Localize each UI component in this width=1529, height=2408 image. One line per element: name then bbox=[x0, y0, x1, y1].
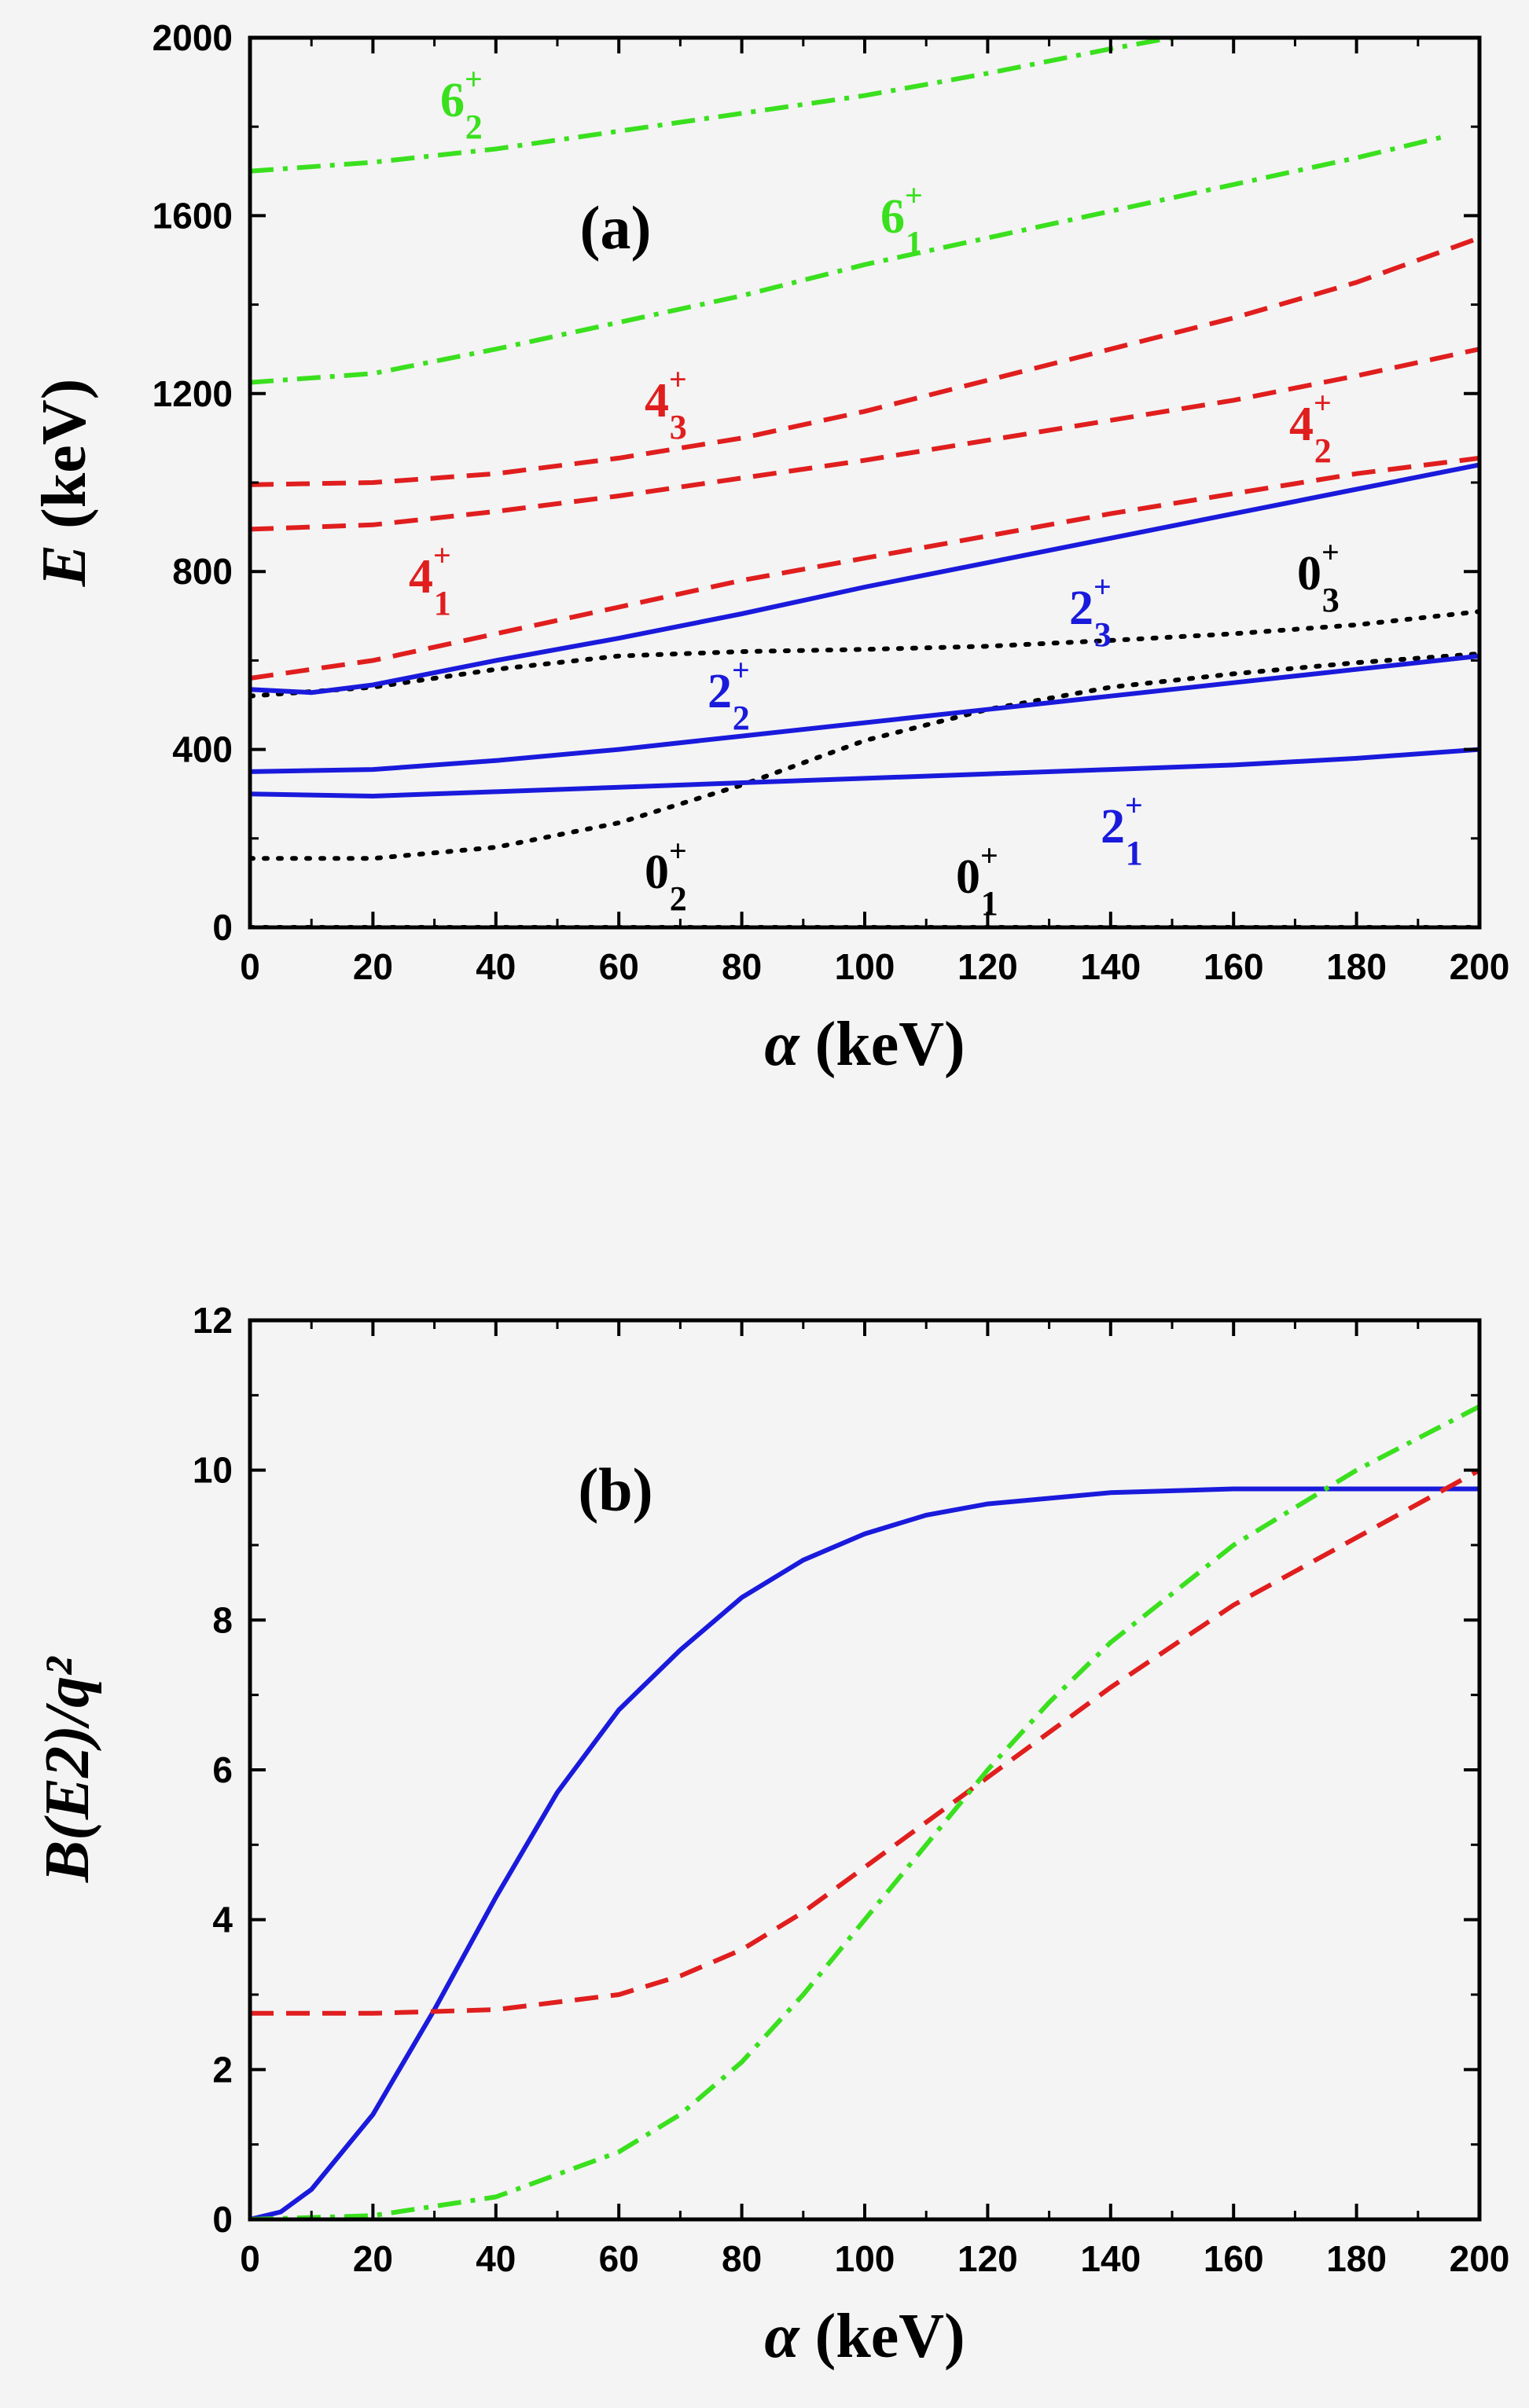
state-label-0-3: 0+ 3 bbox=[1297, 534, 1340, 619]
panel-b-ticks: 0 20 40 60 80 100 120 140 160 180 200 0 2 4 6 8 10 12 bbox=[193, 1300, 1510, 2279]
panel-a-series-6-2-- bbox=[250, 38, 1173, 174]
panel-b-series-3 bbox=[250, 1404, 1479, 2219]
panel-a-tag: (a) bbox=[580, 193, 652, 262]
x-tick-label: 0 bbox=[240, 2238, 260, 2279]
panel-b-plot-frame bbox=[248, 1318, 1482, 2222]
y-tick-label: 10 bbox=[193, 1450, 233, 1491]
x-tick-label: 200 bbox=[1450, 946, 1510, 987]
y-tick-label: 400 bbox=[172, 729, 233, 770]
panel-a-series-4-2-- bbox=[250, 347, 1479, 532]
y-tick-label: 1600 bbox=[153, 195, 233, 236]
state-label-0-2: 0+ 2 bbox=[645, 833, 687, 918]
panel-b-series-1 bbox=[250, 1486, 1479, 2219]
y-tick-label: 2 bbox=[212, 2049, 233, 2090]
state-label-4-1: 4+ 1 bbox=[409, 538, 451, 622]
x-tick-label: 180 bbox=[1326, 2238, 1387, 2279]
y-tick-label: 8 bbox=[212, 1599, 233, 1640]
state-label-2-2: 2+ 2 bbox=[708, 652, 750, 737]
panel-a-state-labels: 0+ 1 0+ 2 0+ 3 2+ 1 2+ 2 2+ 3 4+ 1 4+ 2 4+ 3 6+ 1 6+ 2 bbox=[409, 61, 1340, 923]
y-tick-label: 1200 bbox=[153, 373, 233, 414]
state-label-6-2: 6+ 2 bbox=[440, 61, 483, 146]
y-tick-label: 4 bbox=[212, 1900, 233, 1940]
y-tick-label: 0 bbox=[212, 2199, 233, 2240]
panel-a-series-0-3-- bbox=[250, 609, 1479, 699]
panel-b: 0 20 40 60 80 100 120 140 160 180 200 0 2 4 6 8 10 12 (b)… bbox=[33, 1300, 1509, 2371]
state-label-4-3: 4+ 3 bbox=[645, 362, 687, 446]
panel-b-series-layer bbox=[250, 1404, 1479, 2219]
state-label-0-1: 0+ 1 bbox=[956, 838, 998, 923]
panel-a-series-2-1-- bbox=[250, 747, 1479, 799]
x-tick-label: 180 bbox=[1326, 946, 1387, 987]
x-tick-label: 40 bbox=[476, 946, 516, 987]
panel-a-series-4-1-- bbox=[250, 455, 1479, 681]
panel-a-series-0-2-- bbox=[250, 651, 1479, 861]
x-tick-label: 200 bbox=[1450, 2238, 1510, 2279]
x-tick-label: 20 bbox=[353, 2238, 393, 2279]
panel-a-ticks: 0 20 40 60 80 100 120 140 160 180 2000400800120016… bbox=[153, 17, 1510, 987]
y-tick-label: 2000 bbox=[153, 17, 233, 58]
y-tick-label: 800 bbox=[172, 551, 233, 592]
x-tick-label: 40 bbox=[476, 2238, 516, 2279]
panel-a-series-layer bbox=[250, 38, 1479, 927]
x-tick-label: 140 bbox=[1080, 946, 1141, 987]
x-tick-label: 120 bbox=[957, 946, 1018, 987]
panel-b-tag: (b) bbox=[578, 1455, 652, 1524]
panel-a-series-4-3-- bbox=[250, 235, 1479, 487]
state-label-6-1: 6+ 1 bbox=[880, 178, 923, 262]
state-label-4-2: 4+ 2 bbox=[1289, 385, 1332, 470]
x-tick-label: 120 bbox=[957, 2238, 1018, 2279]
x-tick-label: 160 bbox=[1204, 2238, 1264, 2279]
x-tick-label: 20 bbox=[353, 946, 393, 987]
x-tick-label: 60 bbox=[599, 2238, 639, 2279]
panel-a-y-axis-label: E (keV) bbox=[30, 379, 99, 587]
x-tick-label: 80 bbox=[722, 946, 762, 987]
panel-b-series-2 bbox=[250, 1468, 1479, 2016]
y-tick-label: 12 bbox=[193, 1300, 233, 1341]
x-tick-label: 0 bbox=[240, 946, 260, 987]
panel-a-x-axis-label: α (keV) bbox=[764, 1010, 965, 1079]
panel-a-series-2-2-- bbox=[250, 653, 1479, 774]
panel-a-series-2-3-- bbox=[250, 462, 1479, 696]
y-tick-label: 0 bbox=[212, 907, 233, 948]
x-tick-label: 80 bbox=[722, 2238, 762, 2279]
x-tick-label: 100 bbox=[835, 2238, 895, 2279]
panel-a-series-6-1-- bbox=[250, 133, 1450, 385]
panel-b-y-axis-label: B(E2)/q² bbox=[33, 1656, 102, 1883]
panel-b-x-axis-label: α (keV) bbox=[764, 2302, 965, 2371]
state-label-2-1: 2+ 1 bbox=[1101, 787, 1143, 872]
y-tick-label: 6 bbox=[212, 1749, 233, 1790]
x-tick-label: 100 bbox=[835, 946, 895, 987]
x-tick-label: 160 bbox=[1204, 946, 1264, 987]
panel-a: 0 20 40 60 80 100 120 140 160 180 2000400800120016… bbox=[30, 17, 1509, 1079]
x-tick-label: 140 bbox=[1080, 2238, 1141, 2279]
state-label-2-3: 2+ 3 bbox=[1069, 569, 1112, 654]
x-tick-label: 60 bbox=[599, 946, 639, 987]
